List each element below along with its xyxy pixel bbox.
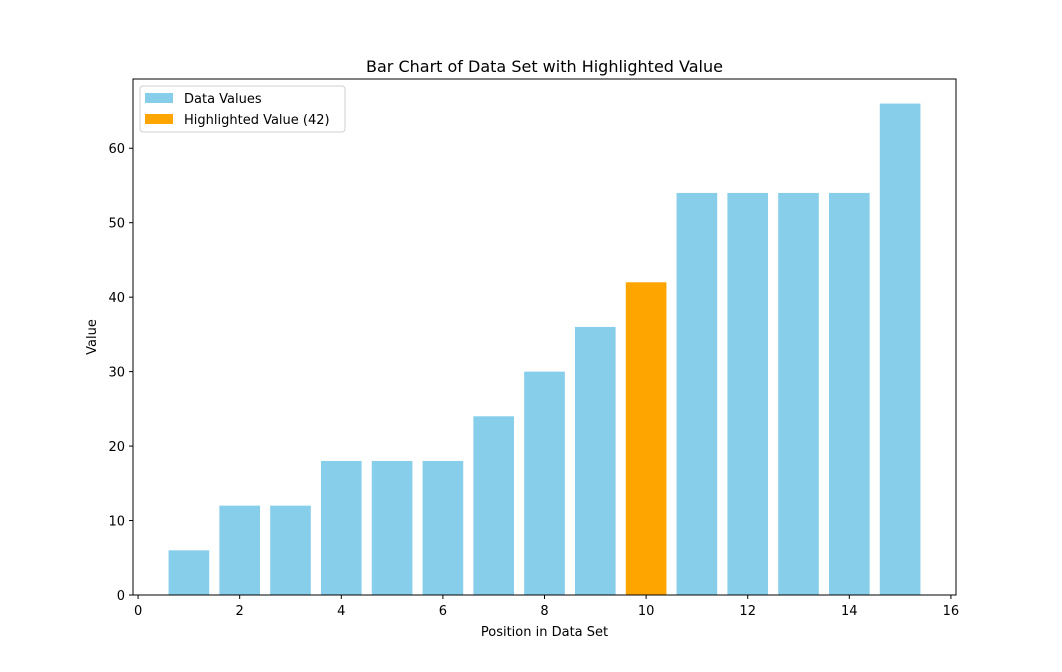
bar bbox=[778, 192, 819, 596]
legend-label-highlighted-value: Highlighted Value (42) bbox=[184, 113, 330, 128]
bar bbox=[320, 460, 362, 595]
x-tick-label: 8 bbox=[540, 604, 548, 619]
bar bbox=[676, 192, 718, 596]
x-tick-label: 16 bbox=[943, 604, 960, 619]
legend-label-data-values: Data Values bbox=[184, 92, 262, 107]
x-tick-label: 4 bbox=[337, 604, 345, 619]
bar bbox=[219, 505, 261, 595]
bar bbox=[727, 192, 769, 596]
bar bbox=[574, 326, 616, 595]
bar bbox=[270, 505, 311, 595]
y-tick-label: 10 bbox=[108, 515, 125, 530]
x-axis: 0 2 4 6 8 10 12 14 16 bbox=[134, 595, 959, 619]
y-tick-label: 40 bbox=[108, 291, 125, 306]
bar bbox=[371, 460, 413, 595]
x-tick-label: 10 bbox=[638, 604, 655, 619]
y-tick-label: 30 bbox=[108, 366, 125, 381]
x-tick-label: 14 bbox=[841, 604, 858, 619]
x-tick-label: 2 bbox=[236, 604, 244, 619]
legend: Data Values Highlighted Value (42) bbox=[139, 85, 346, 133]
legend-box bbox=[139, 85, 346, 133]
legend-swatch-data-values bbox=[145, 93, 173, 103]
y-tick-label: 20 bbox=[108, 440, 125, 455]
bar bbox=[168, 550, 210, 595]
bar bbox=[422, 460, 464, 595]
x-tick-label: 12 bbox=[739, 604, 756, 619]
x-tick-label: 0 bbox=[134, 604, 142, 619]
legend-swatch-highlighted-value bbox=[145, 114, 173, 124]
y-tick-label: 50 bbox=[108, 217, 125, 232]
y-tick-label: 0 bbox=[117, 589, 125, 604]
bar-highlighted bbox=[625, 282, 667, 595]
x-axis-label: Position in Data Set bbox=[481, 625, 608, 640]
chart-title: Bar Chart of Data Set with Highlighted V… bbox=[366, 57, 723, 76]
y-tick-label: 60 bbox=[108, 142, 125, 157]
bar bbox=[524, 371, 565, 595]
bar bbox=[473, 416, 515, 595]
bar bbox=[879, 103, 921, 596]
bar bbox=[828, 192, 870, 596]
y-axis-label: Value bbox=[85, 319, 100, 355]
bars-group bbox=[168, 103, 921, 596]
y-axis: 0 10 20 30 40 50 60 bbox=[108, 142, 133, 604]
x-tick-label: 6 bbox=[439, 604, 447, 619]
